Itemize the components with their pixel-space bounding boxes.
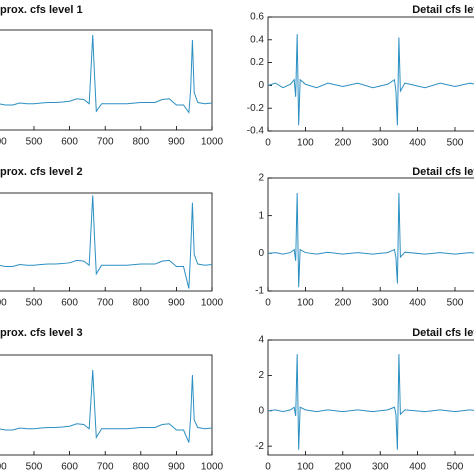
x-tick-label: 100	[297, 138, 314, 149]
x-tick-label: 700	[97, 462, 114, 473]
signal-line	[0, 34, 213, 114]
axes-box	[267, 177, 474, 292]
x-tick-label: 800	[132, 137, 149, 148]
x-tick-label: 0	[265, 298, 271, 309]
axes-box	[0, 192, 213, 292]
y-tick-label: 0	[258, 405, 264, 416]
x-tick-label: 100	[297, 298, 314, 309]
axes-box	[267, 16, 474, 132]
subplot-title: Detail cfs level 3	[412, 327, 474, 339]
y-tick-label: -1	[255, 286, 264, 297]
x-tick-label: 900	[168, 462, 185, 473]
x-tick-label: 200	[334, 462, 351, 473]
x-tick-label: 400	[409, 462, 426, 473]
x-tick-label: 600	[61, 137, 78, 148]
x-tick-label: 200	[334, 138, 351, 149]
subplot-title: Detail cfs level 1	[412, 4, 474, 16]
y-tick-label: 0	[258, 248, 264, 259]
signal-line	[267, 34, 474, 126]
y-tick-label: 0.2	[250, 57, 264, 68]
y-tick-label: 2	[258, 370, 264, 381]
y-tick-label: 2	[258, 173, 264, 184]
x-tick-label: 500	[26, 462, 43, 473]
x-tick-label: 1000	[201, 298, 224, 309]
x-tick-label: 500	[26, 298, 43, 309]
y-tick-label: 0.4	[250, 34, 264, 45]
x-tick-label: 500	[447, 298, 464, 309]
axes-box	[0, 29, 213, 131]
x-tick-label: 500	[447, 462, 464, 473]
x-tick-label: 400	[409, 298, 426, 309]
axes-box	[267, 339, 474, 456]
x-tick-label: 300	[372, 298, 389, 309]
x-tick-label: 400	[0, 137, 7, 148]
subplot-title: Approx. cfs level 2	[0, 166, 83, 178]
y-tick-label: -0.4	[247, 126, 265, 137]
x-tick-label: 300	[372, 138, 389, 149]
y-tick-label: 0.6	[250, 12, 264, 23]
signal-line	[267, 193, 474, 288]
y-tick-label: 0	[258, 80, 264, 91]
y-tick-label: 1	[258, 210, 264, 221]
x-tick-label: 900	[168, 137, 185, 148]
x-tick-label: 600	[61, 298, 78, 309]
x-tick-label: 800	[132, 462, 149, 473]
subplot-title: Approx. cfs level 3	[0, 327, 83, 339]
x-tick-label: 800	[132, 298, 149, 309]
x-tick-label: 1000	[201, 462, 224, 473]
x-tick-label: 300	[372, 462, 389, 473]
x-tick-label: 500	[447, 138, 464, 149]
x-tick-label: 200	[334, 298, 351, 309]
x-tick-label: 400	[0, 298, 7, 309]
y-tick-label: -0.2	[247, 103, 265, 114]
x-tick-label: 500	[26, 137, 43, 148]
x-tick-label: 100	[297, 462, 314, 473]
x-tick-label: 0	[265, 462, 271, 473]
x-tick-label: 700	[97, 298, 114, 309]
subplot-title: Detail cfs level 2	[412, 166, 474, 178]
subplot-title: Approx. cfs level 1	[0, 4, 83, 16]
x-tick-label: 400	[409, 138, 426, 149]
x-tick-label: 600	[61, 462, 78, 473]
y-tick-label: -2	[255, 441, 264, 452]
x-tick-label: 1000	[201, 137, 224, 148]
signal-line	[0, 369, 213, 443]
signal-line	[267, 354, 474, 450]
signal-line	[0, 195, 213, 289]
axes-box	[0, 354, 213, 456]
x-tick-label: 700	[97, 137, 114, 148]
x-tick-label: 0	[265, 138, 271, 149]
y-tick-label: 4	[258, 335, 264, 346]
x-tick-label: 900	[168, 298, 185, 309]
x-tick-label: 400	[0, 462, 7, 473]
